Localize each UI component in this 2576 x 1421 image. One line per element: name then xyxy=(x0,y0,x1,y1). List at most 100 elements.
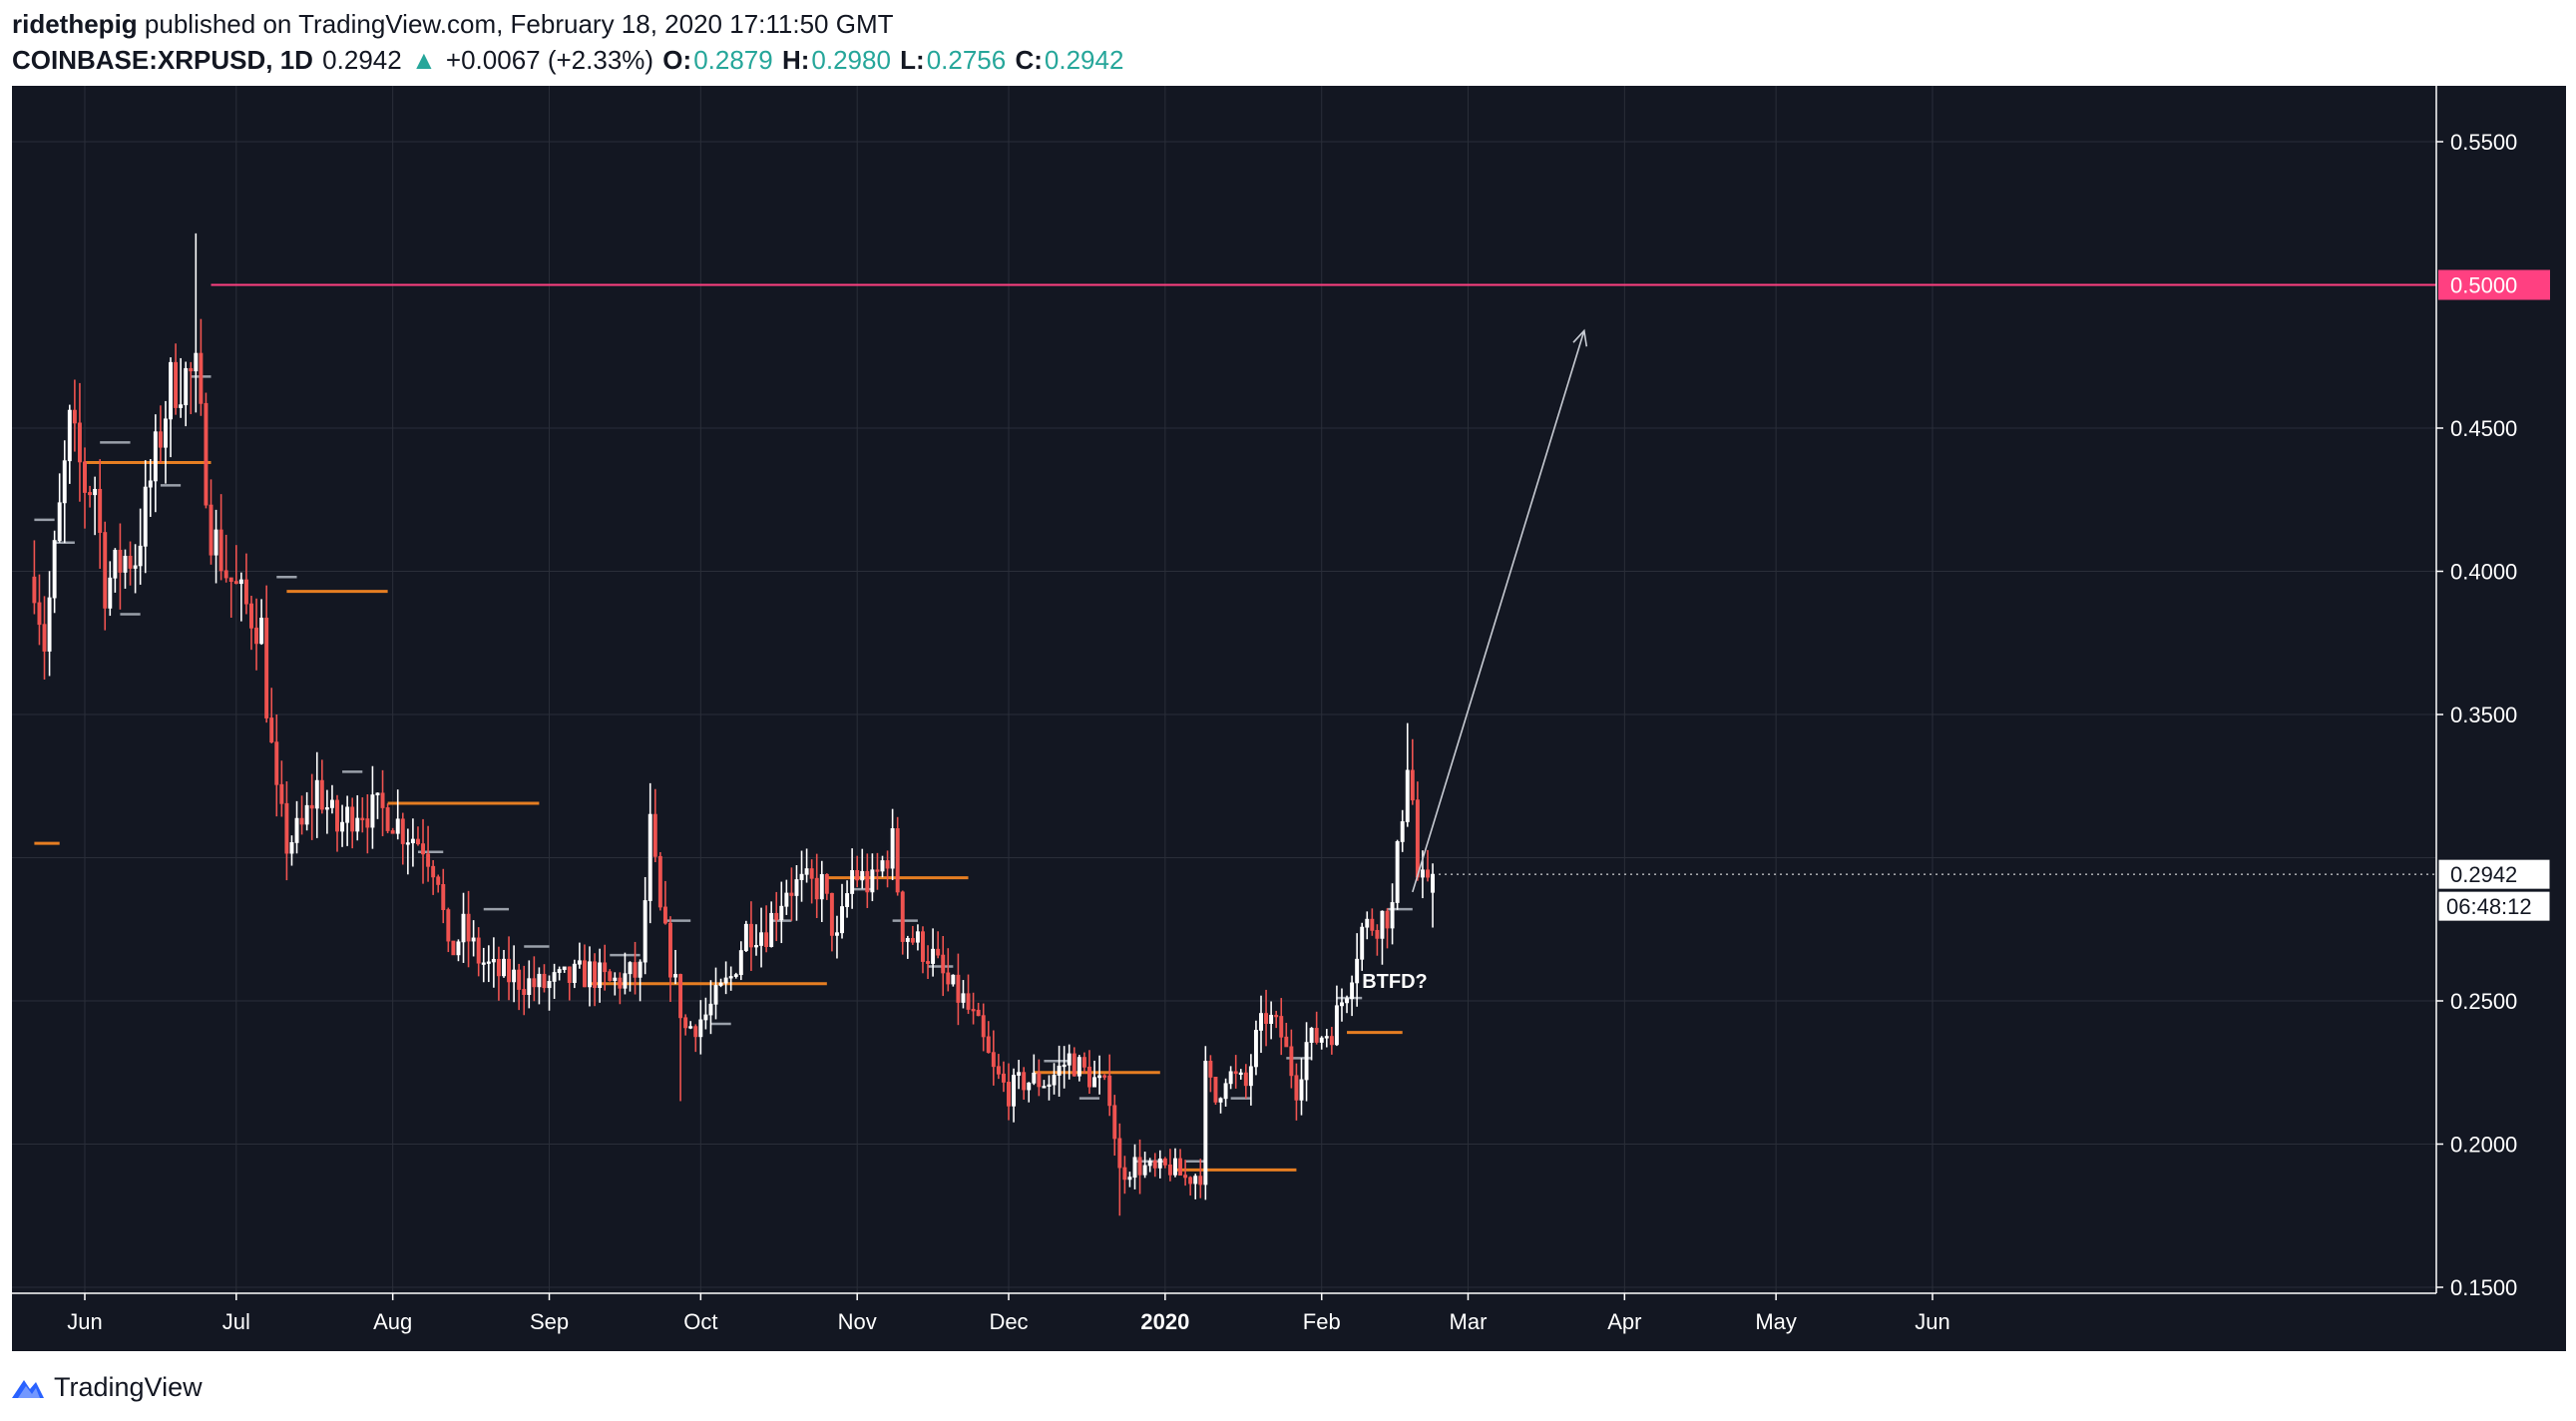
chart-background xyxy=(12,86,2566,1351)
candle-up xyxy=(733,974,738,977)
candle-down xyxy=(1102,1075,1107,1078)
candle-down xyxy=(582,960,587,988)
candle-up xyxy=(870,869,875,893)
candle-down xyxy=(1137,1157,1142,1176)
publish-info: published on TradingView.com, February 1… xyxy=(144,9,894,39)
candle-up xyxy=(1345,998,1349,1004)
candle-up xyxy=(153,431,158,482)
candle-down xyxy=(542,973,547,989)
candle-up xyxy=(527,978,532,996)
y-tick-label: 0.2000 xyxy=(2450,1133,2517,1158)
candle-down xyxy=(1410,769,1415,801)
candle-up xyxy=(1248,1066,1253,1087)
x-tick-label: Nov xyxy=(838,1309,877,1334)
x-tick-label: Mar xyxy=(1450,1309,1488,1334)
candle-up xyxy=(138,545,143,567)
chart-area[interactable]: BTFD? 0.5500 0.4500 0.4000 0.3500 0.2500 0.20… xyxy=(12,86,2566,1356)
candle-up xyxy=(1132,1157,1137,1179)
close-value: 0.2942 xyxy=(1044,45,1124,75)
candle-down xyxy=(174,361,179,408)
candle-down xyxy=(1279,1016,1284,1038)
candle-up xyxy=(915,931,920,943)
candle-up xyxy=(890,827,895,869)
candle-down xyxy=(941,954,946,974)
candle-down xyxy=(1375,929,1380,939)
candle-up xyxy=(113,549,118,579)
low-label: L: xyxy=(900,45,925,75)
candle-up xyxy=(557,969,562,973)
candle-up xyxy=(713,985,718,1005)
candle-down xyxy=(1208,1061,1213,1078)
price-chart[interactable]: BTFD? 0.5500 0.4500 0.4000 0.3500 0.2500 0.20… xyxy=(12,86,2566,1351)
symbol-line: COINBASE:XRPUSD, 1D 0.2942 ▲ +0.0067 (+2… xyxy=(12,42,1125,78)
candle-up xyxy=(502,958,506,977)
footer: TradingView xyxy=(10,1367,203,1407)
candle-up xyxy=(1228,1071,1233,1085)
candle-down xyxy=(42,624,47,652)
candle-up xyxy=(143,486,148,547)
candle-up xyxy=(562,966,567,970)
candle-down xyxy=(88,492,93,496)
candle-down xyxy=(309,804,314,809)
symbol-name[interactable]: COINBASE:XRPUSD, 1D xyxy=(12,45,313,75)
candle-up xyxy=(1269,1014,1274,1025)
x-tick-label: Jun xyxy=(1915,1309,1949,1334)
candle-down xyxy=(77,422,82,463)
candle-up xyxy=(405,842,410,845)
candle-up xyxy=(345,806,350,823)
candle-up xyxy=(410,838,415,844)
x-tick-label: Apr xyxy=(1607,1309,1641,1334)
candle-down xyxy=(764,932,769,947)
candle-up xyxy=(845,893,850,907)
candle-up xyxy=(355,817,360,832)
candlesticks xyxy=(32,233,1436,1216)
candle-up xyxy=(1032,1072,1037,1084)
candle-up xyxy=(481,962,486,965)
x-tick-label: Aug xyxy=(373,1309,412,1334)
candle-up xyxy=(1157,1158,1162,1169)
candle-down xyxy=(1264,1013,1269,1025)
candle-up xyxy=(905,938,910,942)
candle-down xyxy=(618,977,623,989)
footer-brand[interactable]: TradingView xyxy=(54,1371,203,1402)
candle-up xyxy=(703,1014,708,1021)
current-price-tag xyxy=(2437,858,2551,890)
candle-up xyxy=(314,779,319,809)
candle-up xyxy=(647,813,652,901)
candle-down xyxy=(1243,1072,1248,1087)
candle-up xyxy=(52,540,57,599)
candle-up xyxy=(456,941,461,956)
candle-down xyxy=(956,974,961,1003)
candle-down xyxy=(1183,1175,1188,1179)
candle-down xyxy=(1370,918,1375,931)
author-name[interactable]: ridethepig xyxy=(12,9,138,39)
candle-down xyxy=(875,869,880,872)
candle-down xyxy=(380,792,385,808)
candle-up xyxy=(1390,902,1395,929)
candle-down xyxy=(1107,1075,1112,1107)
candle-up xyxy=(723,977,728,984)
y-tick-label: 0.4500 xyxy=(2450,416,2517,441)
x-tick-label: May xyxy=(1755,1309,1797,1334)
candle-down xyxy=(476,937,481,964)
candle-down xyxy=(243,579,248,605)
candle-up xyxy=(329,799,334,808)
candle-down xyxy=(400,818,405,844)
candle-down xyxy=(37,602,42,626)
candle-up xyxy=(840,906,844,934)
candle-down xyxy=(829,892,834,936)
candle-down xyxy=(926,961,931,964)
candle-down xyxy=(603,962,608,973)
candle-down xyxy=(199,352,204,404)
candle-down xyxy=(652,813,657,857)
candle-up xyxy=(1052,1075,1057,1086)
target-price-label: 0.5000 xyxy=(2450,273,2517,298)
candle-up xyxy=(1319,1037,1324,1043)
candle-up xyxy=(784,892,789,907)
candle-down xyxy=(446,909,451,942)
candle-up xyxy=(961,993,966,1003)
candle-up xyxy=(123,555,128,573)
candle-up xyxy=(324,806,329,810)
candle-up xyxy=(673,974,678,978)
candle-up xyxy=(148,480,153,488)
